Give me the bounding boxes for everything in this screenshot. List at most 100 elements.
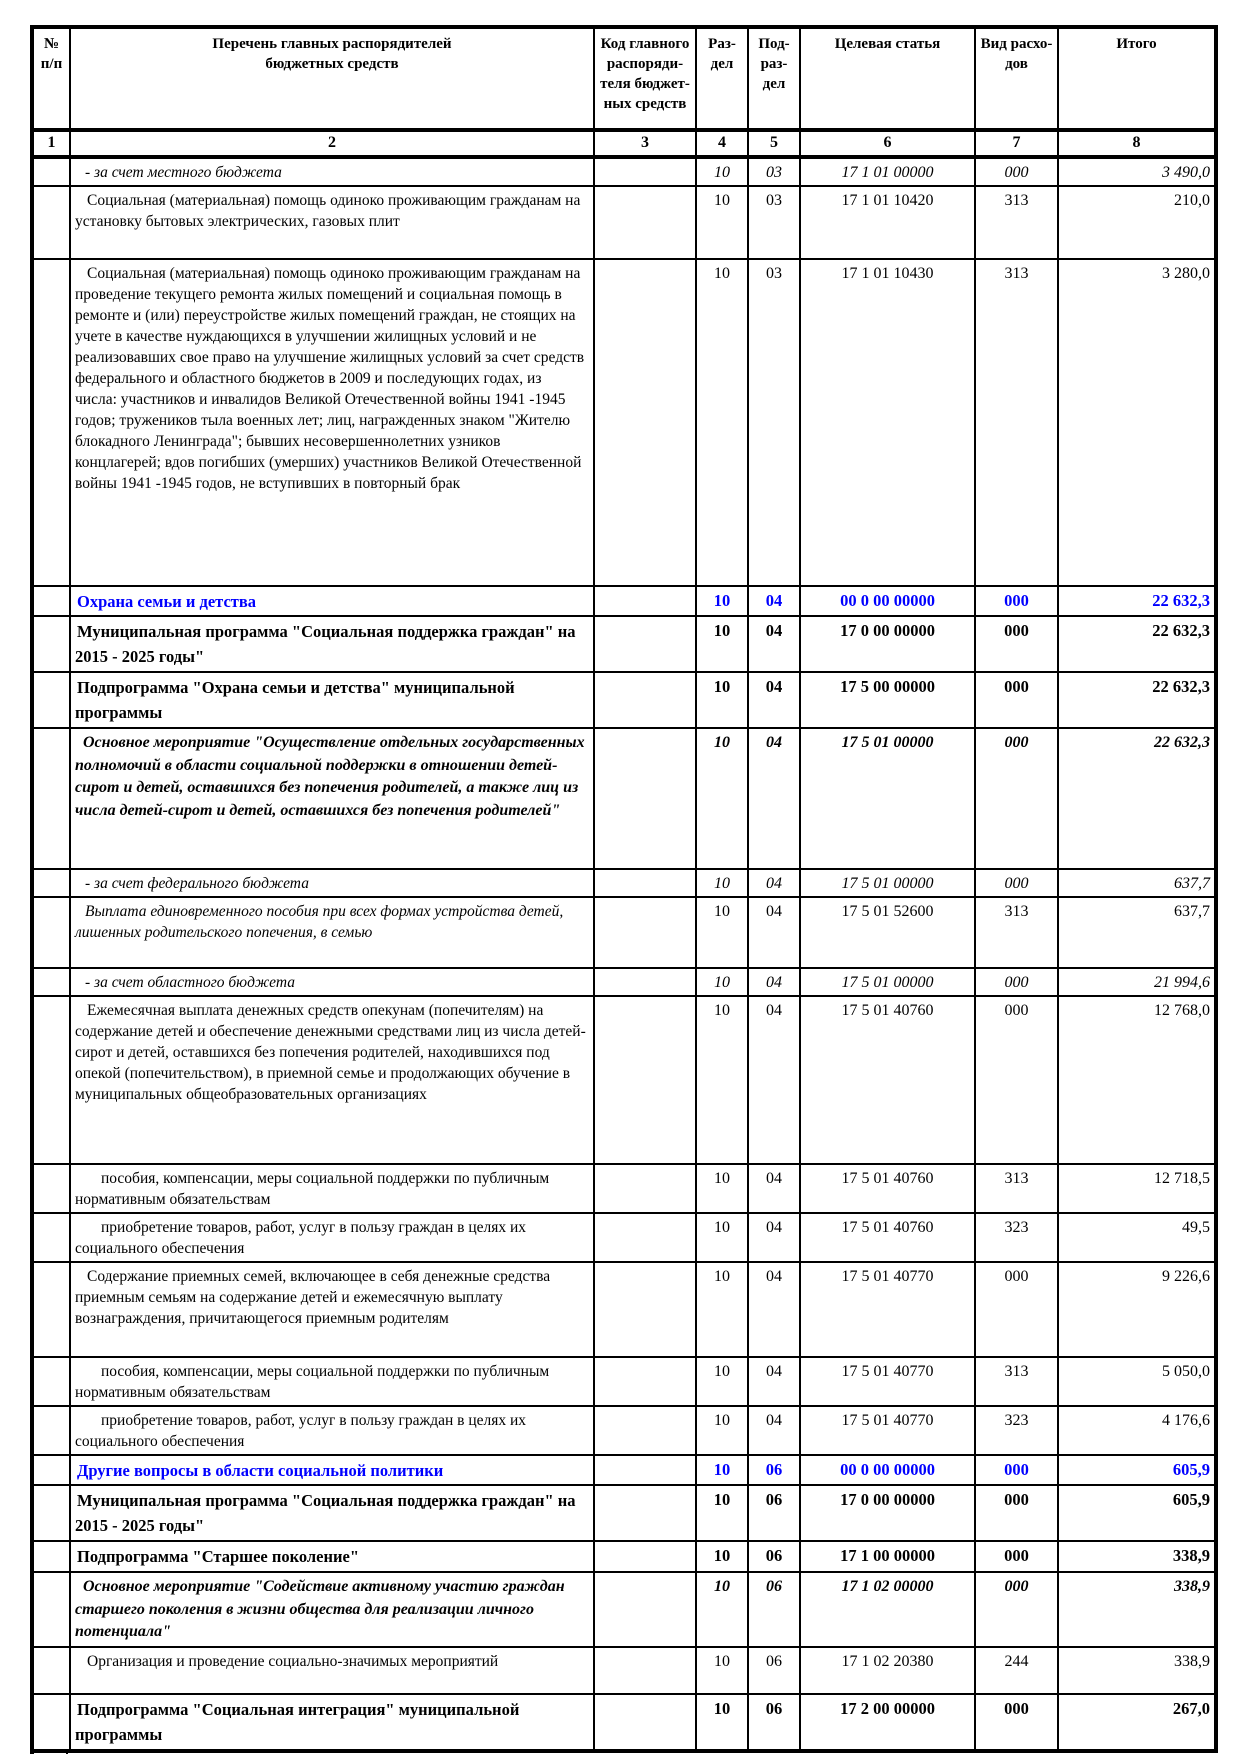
cell-razdel: 10: [695, 967, 749, 997]
cell-total: 637,7: [1057, 868, 1217, 898]
cell-podrazdel: 04: [747, 615, 801, 673]
cell-target-article: 17 5 01 00000: [799, 967, 976, 997]
cell-total: 12 718,5: [1057, 1163, 1217, 1214]
header-col-total: Итого: [1057, 26, 1217, 132]
cell-item-name: Выплата единовременного пособия при всех…: [69, 896, 595, 969]
cell-expense-type: 000: [974, 967, 1059, 997]
cell-target-article: 17 1 02 00000: [799, 1571, 976, 1648]
cell-expense-type: 000: [974, 868, 1059, 898]
header-titles-row: № п/п Перечень главных распорядителей бю…: [31, 26, 1217, 132]
table-row: Выплата единовременного пособия при всех…: [31, 896, 1217, 969]
cell-grbs-code: [593, 1261, 697, 1358]
cell-expense-type: 000: [974, 1540, 1059, 1573]
cell-total: 3 490,0: [1057, 156, 1217, 187]
table-row: Муниципальная программа "Социальная подд…: [31, 1484, 1217, 1542]
cell-row-number: [31, 185, 71, 260]
cell-target-article: 17 1 01 00000: [799, 156, 976, 187]
cell-item-name: Ежемесячная выплата денежных средств опе…: [69, 995, 595, 1165]
cell-expense-type: 000: [974, 156, 1059, 187]
cell-expense-type: 313: [974, 258, 1059, 587]
cell-target-article: 17 5 01 52600: [799, 896, 976, 969]
table-row: Муниципальная программа "Социальная подд…: [31, 615, 1217, 673]
cell-target-article: 00 0 00 00000: [799, 1454, 976, 1486]
cell-razdel: 10: [695, 995, 749, 1165]
cell-grbs-code: [593, 1484, 697, 1542]
cell-podrazdel: 04: [747, 1163, 801, 1214]
cell-podrazdel: 03: [747, 258, 801, 587]
cell-grbs-code: [593, 1645, 697, 1695]
cell-expense-type: 000: [974, 615, 1059, 673]
cell-grbs-code: [593, 1405, 697, 1456]
cell-grbs-code: [593, 967, 697, 997]
cell-podrazdel: 06: [747, 1692, 801, 1752]
table-body: - за счет местного бюджета 10 03 17 1 01 00…: [31, 156, 1217, 1752]
cell-row-number: [31, 1163, 71, 1214]
cell-target-article: 17 2 00 00000: [799, 1692, 976, 1752]
table-row: - за счет местного бюджета 10 03 17 1 01 00…: [31, 156, 1217, 187]
table-row: Содержание приемных семей, включающее в …: [31, 1261, 1217, 1358]
cell-total: 49,5: [1057, 1212, 1217, 1263]
header-number-1: 1: [31, 129, 71, 159]
table-row: пособия, компенсации, меры социальной по…: [31, 1356, 1217, 1407]
page-break-border-stub: [30, 1752, 68, 1754]
cell-row-number: [31, 1356, 71, 1407]
cell-expense-type: 000: [974, 1571, 1059, 1648]
cell-expense-type: 313: [974, 185, 1059, 260]
cell-target-article: 17 1 00 00000: [799, 1540, 976, 1573]
cell-razdel: 10: [695, 1163, 749, 1214]
cell-grbs-code: [593, 995, 697, 1165]
cell-item-name: Социальная (материальная) помощь одиноко…: [69, 185, 595, 260]
cell-grbs-code: [593, 156, 697, 187]
cell-target-article: 17 5 01 00000: [799, 727, 976, 870]
cell-razdel: 10: [695, 1212, 749, 1263]
cell-podrazdel: 06: [747, 1454, 801, 1486]
cell-grbs-code: [593, 727, 697, 870]
cell-razdel: 10: [695, 671, 749, 729]
cell-expense-type: 000: [974, 1454, 1059, 1486]
cell-podrazdel: 04: [747, 995, 801, 1165]
cell-razdel: 10: [695, 1645, 749, 1695]
table-row: приобретение товаров, работ, услуг в пол…: [31, 1212, 1217, 1263]
cell-item-name: Основное мероприятие "Содействие активно…: [69, 1571, 595, 1648]
cell-row-number: [31, 615, 71, 673]
table-row: Социальная (материальная) помощь одиноко…: [31, 258, 1217, 587]
cell-row-number: [31, 967, 71, 997]
cell-grbs-code: [593, 1540, 697, 1573]
cell-total: 4 176,6: [1057, 1405, 1217, 1456]
cell-row-number: [31, 1571, 71, 1648]
cell-item-name: - за счет областного бюджета: [69, 967, 595, 997]
cell-item-name: Содержание приемных семей, включающее в …: [69, 1261, 595, 1358]
table-row: Другие вопросы в области социальной поли…: [31, 1454, 1217, 1486]
cell-expense-type: 313: [974, 896, 1059, 969]
cell-grbs-code: [593, 185, 697, 260]
cell-razdel: 10: [695, 156, 749, 187]
cell-target-article: 17 0 00 00000: [799, 615, 976, 673]
cell-total: 22 632,3: [1057, 615, 1217, 673]
cell-total: 9 226,6: [1057, 1261, 1217, 1358]
cell-target-article: 17 1 01 10420: [799, 185, 976, 260]
cell-podrazdel: 03: [747, 185, 801, 260]
cell-row-number: [31, 258, 71, 587]
cell-expense-type: 323: [974, 1405, 1059, 1456]
cell-target-article: 17 1 02 20380: [799, 1645, 976, 1695]
cell-razdel: 10: [695, 1540, 749, 1573]
cell-grbs-code: [593, 1692, 697, 1752]
cell-razdel: 10: [695, 727, 749, 870]
cell-total: 605,9: [1057, 1484, 1217, 1542]
header-number-8: 8: [1057, 129, 1217, 159]
cell-total: 637,7: [1057, 896, 1217, 969]
cell-row-number: [31, 1645, 71, 1695]
cell-expense-type: 323: [974, 1212, 1059, 1263]
header-col-name: Перечень главных распорядителей бюджетны…: [69, 26, 595, 132]
cell-grbs-code: [593, 896, 697, 969]
header-col-target-article: Целевая статья: [799, 26, 976, 132]
header-number-7: 7: [974, 129, 1059, 159]
header-number-5: 5: [747, 129, 801, 159]
cell-razdel: 10: [695, 258, 749, 587]
cell-item-name: Подпрограмма "Социальная интеграция" мун…: [69, 1692, 595, 1752]
cell-row-number: [31, 727, 71, 870]
cell-target-article: 17 5 01 40760: [799, 995, 976, 1165]
cell-podrazdel: 04: [747, 727, 801, 870]
cell-total: 22 632,3: [1057, 671, 1217, 729]
cell-podrazdel: 04: [747, 868, 801, 898]
